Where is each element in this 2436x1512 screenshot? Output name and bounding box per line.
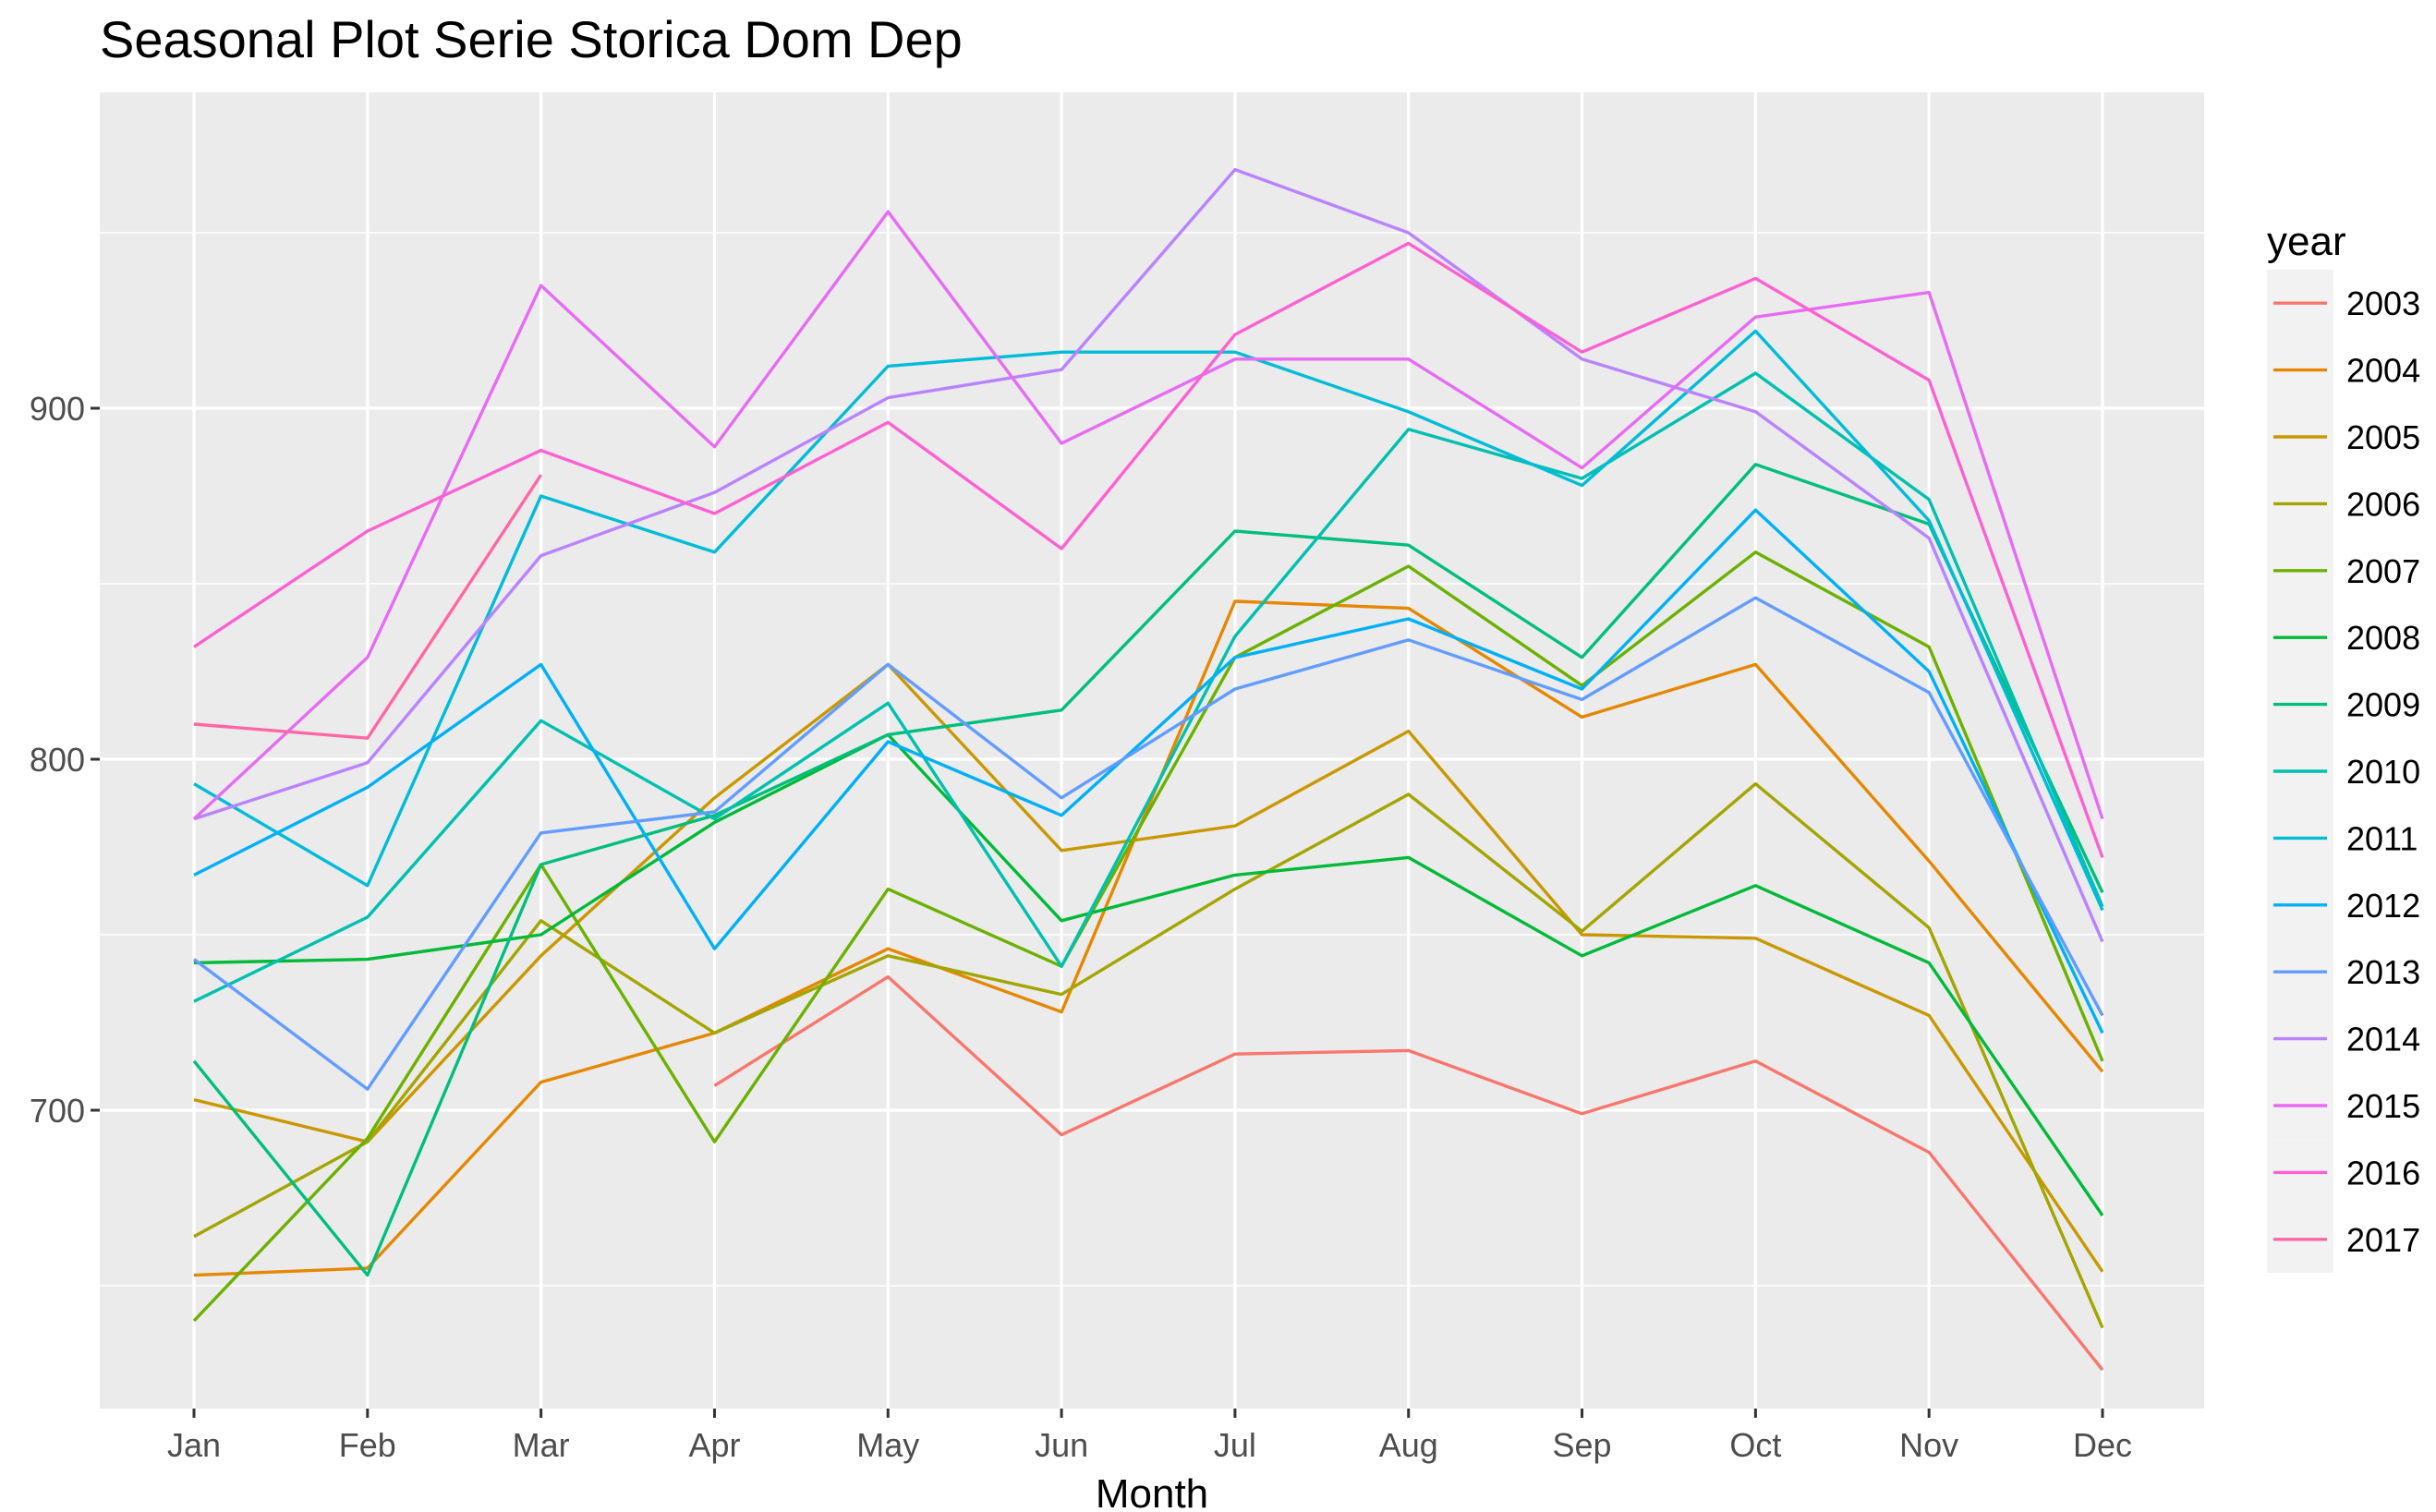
series-line-2004 [193, 599, 2104, 1277]
x-tick-label: Feb [339, 1426, 396, 1464]
legend-label-2005: 2005 [2346, 418, 2420, 456]
legend: 2003 2004 2005 2006 2007 2008 2009 2010 2011 2012… [2267, 270, 2420, 1273]
legend-label-2003: 2003 [2346, 284, 2420, 322]
series-lines [192, 167, 2104, 1372]
x-tick-label: Jun [1035, 1426, 1088, 1464]
legend-label-2004: 2004 [2346, 352, 2420, 390]
x-tick-label: May [856, 1426, 919, 1464]
legend-label-2010: 2010 [2346, 753, 2420, 791]
legend-label-2007: 2007 [2346, 552, 2420, 590]
grid-major [100, 92, 2204, 1409]
series-line-2006 [193, 781, 2104, 1329]
x-axis-ticks: Jan Feb Mar Apr May Jun Jul Aug Sep Oct Nov Dec [167, 1409, 2132, 1464]
series-line-2017 [193, 474, 543, 740]
series-line-2013 [192, 596, 2104, 1091]
y-tick-label: 700 [30, 1092, 85, 1130]
x-axis-title: Month [1096, 1471, 1208, 1512]
legend-label-2011: 2011 [2346, 819, 2418, 857]
x-tick-label: Nov [1899, 1426, 1958, 1464]
x-tick-label: Dec [2073, 1426, 2132, 1464]
series-line-2003 [713, 974, 2104, 1372]
series-line-2009 [192, 463, 2104, 1277]
x-tick-label: Jan [167, 1426, 221, 1464]
legend-label-2008: 2008 [2346, 619, 2420, 657]
legend-label-2009: 2009 [2346, 686, 2420, 724]
y-tick-label: 800 [30, 741, 85, 779]
y-axis-ticks: 700 800 900 [30, 390, 100, 1130]
x-tick-label: Sep [1553, 1426, 1612, 1464]
grid-minor [100, 232, 2204, 1287]
legend-title: year [2267, 219, 2346, 264]
series-line-2008 [193, 732, 2104, 1216]
x-tick-label: Apr [688, 1426, 740, 1464]
series-line-2005 [193, 662, 2104, 1273]
series-line-2011 [193, 329, 2104, 912]
series-line-2016 [193, 241, 2104, 858]
legend-label-2017: 2017 [2346, 1221, 2420, 1259]
legend-label-2006: 2006 [2346, 485, 2420, 523]
series-line-2015 [192, 210, 2104, 820]
series-line-2010 [193, 371, 2104, 1003]
x-tick-label: Jul [1214, 1426, 1256, 1464]
series-line-2014 [193, 167, 2104, 943]
legend-label-2015: 2015 [2346, 1087, 2420, 1125]
plot-panel [100, 92, 2204, 1409]
x-tick-label: Oct [1729, 1426, 1781, 1464]
legend-label-2016: 2016 [2346, 1154, 2420, 1191]
x-tick-label: Aug [1379, 1426, 1438, 1464]
chart-title: Seasonal Plot Serie Storica Dom Dep [100, 10, 963, 68]
y-tick-label: 900 [30, 390, 85, 428]
x-tick-label: Mar [513, 1426, 570, 1464]
series-line-2012 [193, 508, 2104, 1034]
legend-label-2012: 2012 [2346, 887, 2420, 925]
legend-label-2013: 2013 [2346, 953, 2420, 991]
series-line-2007 [192, 550, 2104, 1323]
legend-label-2014: 2014 [2346, 1021, 2420, 1058]
